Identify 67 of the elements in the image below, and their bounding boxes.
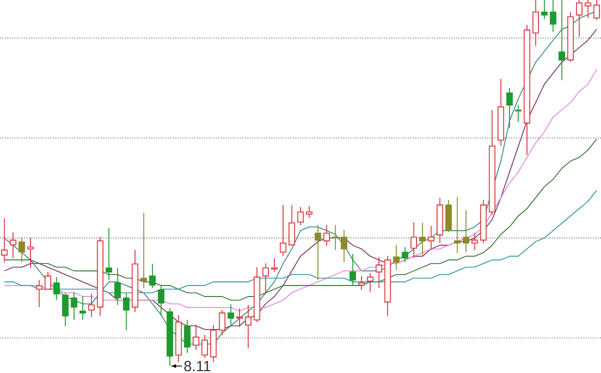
- candlestick: [18, 236, 26, 263]
- candlestick: [488, 110, 496, 216]
- candlestick: [244, 304, 252, 349]
- candlestick: [44, 272, 52, 290]
- candlestick: [262, 262, 269, 295]
- candlestick: [62, 292, 69, 327]
- candlestick: [567, 12, 574, 63]
- candlestick: [1, 218, 8, 263]
- candlestick: [462, 210, 470, 253]
- candlestick: [454, 196, 461, 254]
- candlestick: [376, 256, 382, 289]
- candlestick: [149, 264, 156, 289]
- candlestick: [393, 244, 400, 271]
- candlestick: [218, 310, 226, 336]
- candlestick: [480, 200, 487, 244]
- candlestick: [201, 334, 208, 359]
- candlestick: [288, 204, 296, 246]
- candlestick: [419, 222, 426, 256]
- candlestick: [27, 238, 34, 269]
- annotation: 8.11: [184, 361, 210, 372]
- candlestick: [541, 0, 548, 20]
- candlestick: [140, 212, 147, 289]
- candlestick: [576, 0, 582, 38]
- candlestick: [280, 204, 286, 257]
- candlestick: [175, 314, 182, 363]
- candlestick: [506, 88, 513, 129]
- candlestick: [558, 0, 566, 81]
- candlestick: [366, 272, 374, 293]
- candlestick: [132, 250, 138, 313]
- candlestick: [192, 324, 200, 351]
- candlestick: [532, 0, 539, 47]
- candlestick: [79, 296, 86, 321]
- candlestick: [297, 206, 304, 226]
- candlestick: [210, 324, 217, 363]
- candlestick: [106, 228, 112, 281]
- candlestick: [584, 0, 592, 19]
- candlestick: [314, 224, 322, 281]
- candlestick: [228, 304, 234, 326]
- candlestick: [236, 308, 243, 328]
- candlestick: [436, 198, 444, 244]
- candlestick: [88, 294, 95, 318]
- candlestick: [350, 254, 356, 286]
- candlestick: [384, 256, 391, 317]
- candlestick: [36, 280, 42, 308]
- candlestick: [323, 224, 330, 247]
- candlestick: [271, 258, 278, 273]
- candlestick: [524, 24, 530, 156]
- candlestick: [550, 0, 556, 33]
- candlestick: [515, 104, 522, 123]
- candlestick: [428, 226, 434, 251]
- candlestick: [358, 276, 365, 291]
- candlestick: [402, 246, 408, 263]
- candlestick: [306, 206, 312, 219]
- candlestick: [498, 78, 504, 147]
- candlestick: [53, 276, 60, 301]
- candlestick: [332, 224, 339, 251]
- candlestick: [158, 284, 164, 317]
- candlestick: [340, 230, 348, 263]
- candlestick: [254, 266, 260, 323]
- candlestick: [114, 268, 121, 306]
- candlestick: [184, 320, 191, 354]
- candlestick: [123, 292, 130, 331]
- candlestick: [410, 222, 417, 259]
- candlestick: [96, 236, 104, 317]
- candlestick: [471, 232, 478, 251]
- candlestick: [70, 292, 78, 321]
- candlestick: [10, 232, 16, 259]
